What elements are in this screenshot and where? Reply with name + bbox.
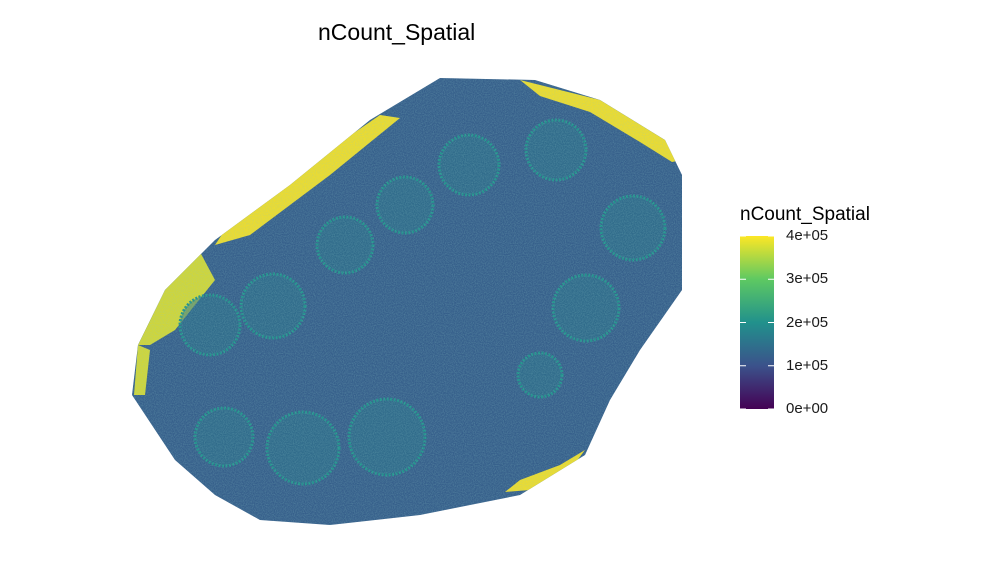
legend-title: nCount_Spatial [740,204,870,225]
colorbar-tick-label: 3e+05 [786,270,829,288]
colorbar-tick-label: 0e+00 [786,400,829,417]
colorbar-tick-label: 4e+05 [786,227,829,244]
plot-title: nCount_Spatial [318,19,476,45]
colorbar-ticks [740,235,774,410]
colorbar-tick-label: 2e+05 [786,313,829,331]
colorbar [740,235,774,410]
colorbar-tick-label: 1e+05 [786,356,829,374]
